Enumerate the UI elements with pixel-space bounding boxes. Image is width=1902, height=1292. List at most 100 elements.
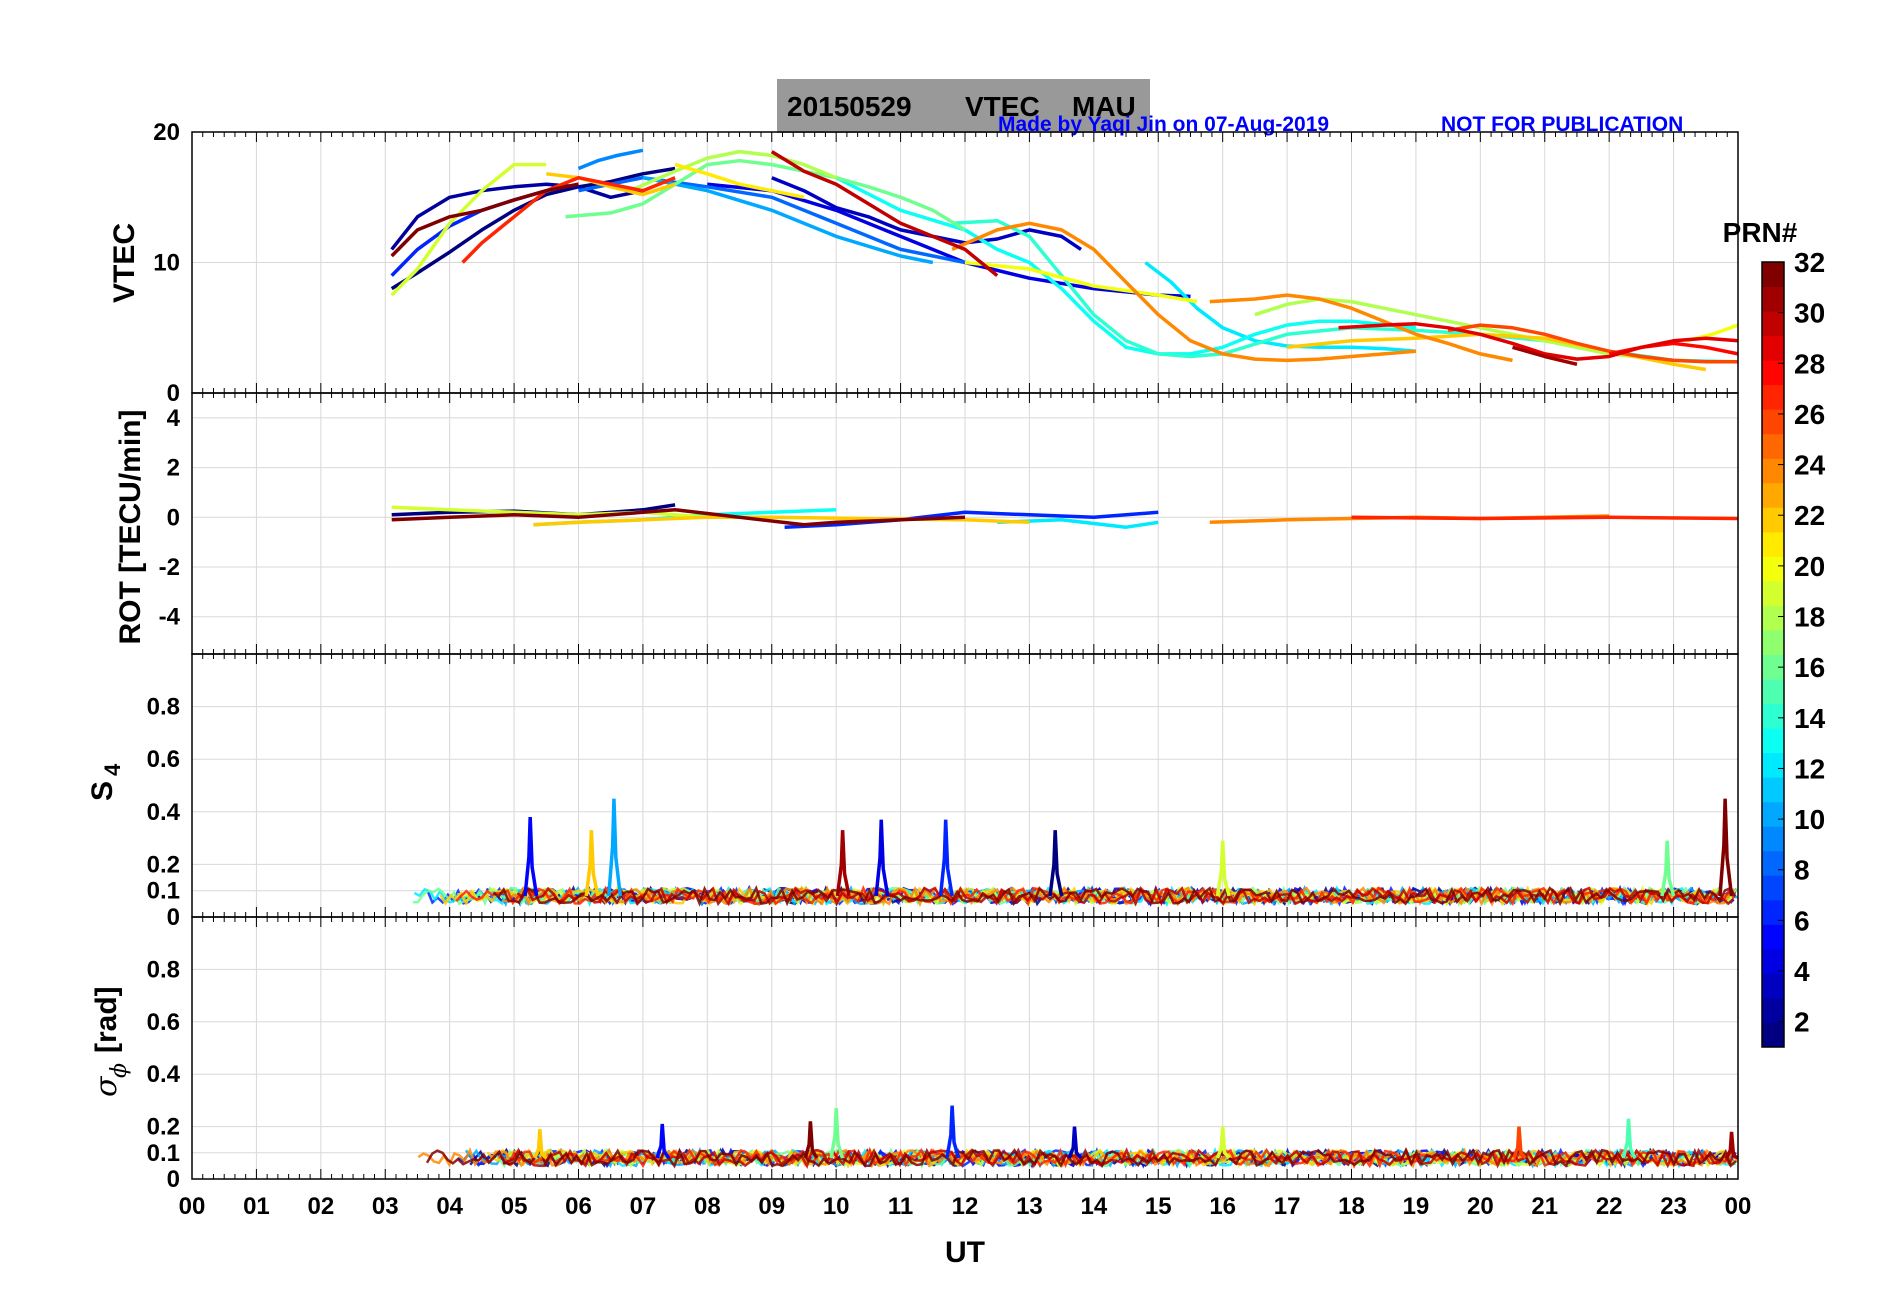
credit-text: Made by Yaqi Jin on 07-Aug-2019: [998, 113, 1329, 136]
y-tick-label: 0: [167, 1166, 180, 1193]
prn-27-line: [461, 175, 676, 264]
x-tick-label: 06: [565, 1193, 592, 1220]
notice-text: NOT FOR PUBLICATION: [1441, 113, 1683, 136]
x-tick-label: 14: [1080, 1193, 1107, 1220]
prn-32-trace: [492, 885, 1737, 907]
y-tick-label: 0.6: [147, 1009, 180, 1036]
prn-16-line: [565, 158, 966, 232]
prn-21-line: [674, 162, 805, 200]
colorbar-tick-label: 30: [1794, 298, 1825, 329]
spike-prn-5: [655, 1123, 671, 1160]
prn-22-line: [533, 515, 1030, 527]
prn-30-trace: [516, 885, 1735, 907]
prn-9-line: [577, 148, 644, 171]
colorbar-segment: [1762, 899, 1784, 925]
x-tick-label: 07: [630, 1193, 657, 1220]
rot-ylabel: ROT [TECU/min]: [114, 410, 147, 645]
colorbar-tick-label: 22: [1794, 500, 1825, 531]
colorbar-segment: [1762, 752, 1784, 778]
y-tick-label: -4: [159, 604, 181, 631]
panel-sigma_phi: 00.10.2 0.4 0.6 0.8: [147, 916, 1739, 1193]
spike-prn-32: [803, 1121, 819, 1159]
spike-prn-19: [1215, 840, 1231, 897]
colorbar-segment: [1762, 654, 1784, 680]
colorbar-segment: [1762, 384, 1784, 410]
spike-prn-26: [1512, 1126, 1527, 1160]
y-tick-label: 0.2: [147, 851, 180, 878]
spike-prn-1: [1048, 830, 1064, 897]
prn-22-line: [1286, 332, 1707, 372]
panel-frame: [191, 916, 1739, 1180]
x-tick-label: 01: [243, 1193, 270, 1220]
colorbar-segment: [1762, 605, 1784, 631]
y-tick-label: 0.2: [147, 1114, 180, 1141]
prn-6-line: [784, 510, 1159, 529]
title-station: MAU: [1072, 91, 1136, 122]
colorbar-segment: [1762, 629, 1784, 655]
colorbar-tick-label: 16: [1794, 652, 1825, 683]
x-tick-label: 03: [372, 1193, 399, 1220]
colorbar-segment: [1762, 262, 1784, 288]
colorbar-tick-label: 24: [1794, 450, 1826, 481]
colorbar-tick-label: 10: [1794, 804, 1825, 835]
x-tick-label: 02: [307, 1193, 334, 1220]
panel-rot: -4 -2 0 2 4: [159, 392, 1739, 655]
svg-text:σ: σ: [89, 1075, 124, 1097]
colorbar-segment: [1762, 531, 1784, 557]
title-product: VTEC: [965, 91, 1040, 122]
y-tick-label: 20: [153, 119, 180, 146]
colorbar-segment: [1762, 777, 1784, 803]
x-tick-label: 21: [1531, 1193, 1558, 1220]
colorbar-segment: [1762, 703, 1784, 729]
spike-prn-10: [607, 798, 623, 897]
x-tick-label: 15: [1145, 1193, 1172, 1220]
prn-24-line: [1209, 293, 1513, 363]
colorbar-tick-label: 18: [1794, 602, 1825, 633]
colorbar-title: PRN#: [1723, 217, 1798, 248]
svg-text:[rad]: [rad]: [90, 986, 123, 1053]
colorbar-tick-label: 32: [1794, 247, 1825, 278]
spike-prn-22: [533, 1129, 548, 1160]
x-tick-label: 19: [1403, 1193, 1430, 1220]
x-tick-label: 17: [1274, 1193, 1301, 1220]
colorbar-segment: [1762, 973, 1784, 999]
prn-19-line: [390, 162, 547, 297]
colorbar-segment: [1762, 286, 1784, 312]
colorbar-segment: [1762, 728, 1784, 754]
spike-prn-16: [829, 1108, 845, 1159]
x-tick-label: 22: [1596, 1193, 1623, 1220]
colorbar-tick-label: 26: [1794, 399, 1825, 430]
spike-prn-31: [1724, 1131, 1739, 1160]
y-tick-label: 10: [153, 250, 180, 277]
y-tick-label: 4: [167, 405, 181, 432]
prn-29-line: [1338, 322, 1739, 361]
prn-3-line: [771, 176, 1082, 251]
x-tick-label: 04: [436, 1193, 463, 1220]
panels: 01020-4-202400.10.20.40.60.800.10.20.40.…: [147, 119, 1739, 1193]
prn-12-line: [1144, 261, 1417, 353]
x-tick-label: 23: [1660, 1193, 1687, 1220]
x-tick-label: 20: [1467, 1193, 1494, 1220]
spike-prn-4: [874, 819, 890, 897]
colorbar-tick-label: 12: [1794, 753, 1825, 784]
prn-18-line: [629, 149, 837, 193]
colorbar-tick-label: 2: [1794, 1007, 1810, 1038]
prn-31-line: [1512, 345, 1578, 367]
y-tick-label: 0.8: [147, 694, 180, 721]
svg-text:4: 4: [100, 763, 125, 776]
spike-prn-19: [1215, 1126, 1231, 1160]
x-tick-label: 18: [1338, 1193, 1365, 1220]
colorbar-segment: [1762, 826, 1784, 852]
y-tick-label: 0.1: [147, 878, 180, 905]
colorbar-segment: [1762, 433, 1784, 459]
colorbar-segment: [1762, 924, 1784, 950]
x-tick-labels: 00 01 02 03 04 05 06 07 08 09 10 11 12 13 14 15 16 17 18 19…: [179, 1193, 1752, 1220]
spike-prn-22: [584, 830, 600, 897]
prn-13-line: [835, 176, 1417, 356]
spike-prn-32: [1718, 798, 1734, 897]
sigma-phi-ylabel: σ ϕ [rad]: [89, 986, 132, 1097]
y-tick-label: 0.4: [147, 799, 181, 826]
s4-ylabel: S 4: [86, 763, 125, 801]
